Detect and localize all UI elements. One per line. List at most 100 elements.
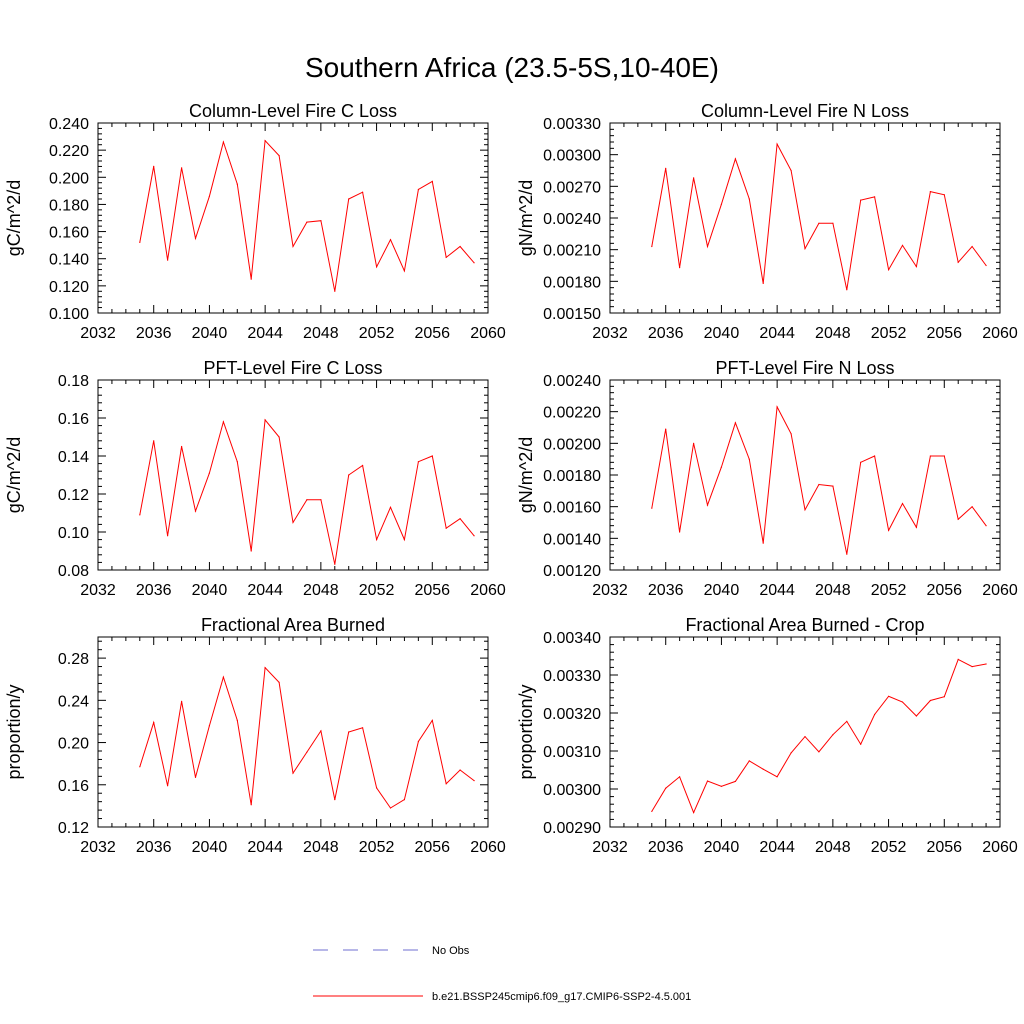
data-point: [804, 509, 806, 511]
x-tick-label: 2056: [926, 582, 962, 599]
x-tick-label: 2048: [815, 325, 851, 342]
data-point: [278, 436, 280, 438]
y-tick-label: 0.00300: [543, 782, 601, 799]
data-point: [459, 518, 461, 520]
y-tick-label: 0.18: [58, 373, 89, 390]
data-point: [389, 239, 392, 241]
data-point: [860, 743, 862, 745]
data-point: [818, 483, 820, 486]
x-tick-label: 2052: [871, 839, 907, 856]
y-tick-label: 0.120: [49, 279, 89, 296]
data-point: [888, 529, 890, 532]
data-point: [459, 245, 461, 248]
x-tick-label: 2044: [247, 582, 283, 599]
data-point: [306, 499, 308, 501]
y-tick-label: 0.00200: [543, 436, 601, 453]
data-point: [985, 264, 987, 267]
data-point: [860, 199, 862, 201]
panel-3: PFT-Level Fire C Loss 2032 2036 2040 2044 204…: [4, 358, 506, 599]
x-tick-label: 2044: [759, 839, 795, 856]
data-point: [292, 772, 294, 774]
data-point: [943, 194, 945, 196]
data-point: [139, 241, 141, 243]
x-tick-label: 2032: [592, 582, 628, 599]
data-point: [846, 289, 848, 291]
y-tick-label: 0.00330: [543, 668, 601, 685]
panel-5: Fractional Area Burned 2032 2036 2040 2044 20…: [4, 615, 506, 856]
data-point: [720, 203, 723, 205]
x-tick-label: 2032: [592, 839, 628, 856]
y-tick-label: 0.00270: [543, 179, 601, 196]
data-point: [181, 700, 183, 703]
data-point: [860, 461, 862, 463]
data-point: [403, 799, 405, 801]
data-point: [929, 191, 932, 193]
y-tick-label: 0.28: [58, 651, 89, 668]
data-point: [679, 531, 681, 533]
data-point: [901, 502, 904, 505]
data-point: [194, 776, 197, 779]
y-axis-label: gC/m^2/d: [4, 180, 24, 256]
x-tick-label: 2036: [136, 839, 172, 856]
data-point: [250, 804, 252, 806]
x-tick-label: 2052: [359, 325, 395, 342]
data-point: [943, 696, 945, 698]
x-tick-label: 2036: [136, 325, 172, 342]
plot-frame: [609, 379, 1001, 571]
data-point: [459, 769, 461, 771]
data-point: [665, 787, 667, 789]
x-tick-label: 2056: [926, 839, 962, 856]
data-point: [334, 290, 336, 292]
x-tick-label: 2040: [704, 325, 740, 342]
y-tick-label: 0.16: [58, 411, 89, 428]
data-point: [376, 787, 378, 789]
data-point: [264, 140, 266, 142]
data-point: [971, 245, 973, 248]
data-point: [915, 266, 918, 268]
data-point: [874, 455, 876, 457]
data-point: [762, 282, 764, 284]
data-point: [139, 514, 141, 516]
series-line: [651, 658, 987, 814]
data-point: [139, 766, 141, 768]
data-point: [679, 776, 681, 778]
data-point: [971, 666, 973, 668]
data-point: [957, 658, 959, 661]
x-tick-label: 2032: [80, 839, 116, 856]
data-point: [665, 428, 667, 430]
x-tick-label: 2040: [192, 325, 228, 342]
data-point: [985, 525, 987, 527]
y-tick-label: 0.00150: [543, 306, 601, 323]
x-tick-label: 2036: [648, 839, 684, 856]
data-point: [790, 169, 792, 172]
data-point: [306, 221, 308, 223]
x-tick-label: 2060: [470, 582, 506, 599]
panel-title: Fractional Area Burned - Crop: [685, 615, 924, 635]
data-point: [222, 141, 224, 143]
y-tick-label: 0.24: [58, 693, 89, 710]
y-tick-label: 0.00320: [543, 706, 601, 723]
data-point: [153, 165, 155, 167]
data-point: [389, 506, 392, 508]
data-point: [901, 701, 904, 703]
data-point: [403, 539, 405, 541]
series-line: [139, 418, 475, 565]
data-point: [167, 259, 169, 261]
x-tick-label: 2040: [192, 582, 228, 599]
x-tick-label: 2060: [982, 325, 1018, 342]
data-point: [832, 485, 834, 487]
plot-frame: [609, 636, 1001, 828]
y-tick-label: 0.08: [58, 563, 89, 580]
data-point: [417, 188, 419, 191]
data-point: [236, 461, 238, 463]
panel-1: Column-Level Fire C Loss 2032 2036 2040 2044…: [4, 101, 506, 342]
y-tick-label: 0.10: [58, 525, 89, 542]
data-point: [153, 440, 155, 442]
data-point: [748, 458, 750, 460]
x-tick-label: 2032: [80, 582, 116, 599]
panel-4: PFT-Level Fire N Loss 2032 2036 2040 2044 204…: [516, 358, 1018, 599]
data-point: [431, 180, 433, 182]
data-point: [320, 730, 322, 732]
y-tick-label: 0.20: [58, 736, 89, 753]
y-tick-label: 0.14: [58, 449, 89, 466]
